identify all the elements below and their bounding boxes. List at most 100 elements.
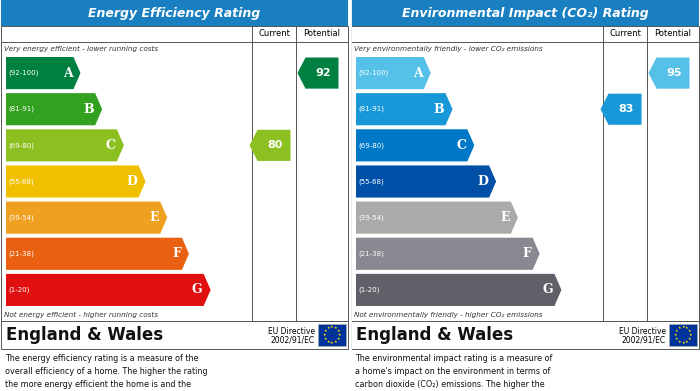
Text: (69-80): (69-80) xyxy=(8,142,34,149)
Text: D: D xyxy=(127,175,137,188)
Text: (81-91): (81-91) xyxy=(358,106,384,113)
Text: A: A xyxy=(413,66,423,80)
Polygon shape xyxy=(6,274,211,306)
Text: Not energy efficient - higher running costs: Not energy efficient - higher running co… xyxy=(4,312,158,317)
Text: Potential: Potential xyxy=(654,29,692,38)
Polygon shape xyxy=(356,274,561,306)
Text: Environmental Impact (CO₂) Rating: Environmental Impact (CO₂) Rating xyxy=(402,7,648,20)
Text: D: D xyxy=(477,175,488,188)
Text: Not environmentally friendly - higher CO₂ emissions: Not environmentally friendly - higher CO… xyxy=(354,312,542,317)
Text: F: F xyxy=(172,247,181,260)
Polygon shape xyxy=(6,93,102,125)
Text: ★: ★ xyxy=(323,329,327,333)
Bar xyxy=(1,26,348,321)
Text: B: B xyxy=(83,103,94,116)
Text: 95: 95 xyxy=(666,68,682,78)
Text: ★: ★ xyxy=(678,340,681,344)
Text: 80: 80 xyxy=(267,140,283,151)
Text: Very energy efficient - lower running costs: Very energy efficient - lower running co… xyxy=(4,45,158,52)
Polygon shape xyxy=(6,57,80,89)
Text: A: A xyxy=(63,66,73,80)
Text: ★: ★ xyxy=(323,333,326,337)
Text: The environmental impact rating is a measure of
a home's impact on the environme: The environmental impact rating is a mea… xyxy=(355,354,552,391)
Text: (39-54): (39-54) xyxy=(8,214,34,221)
Text: 2002/91/EC: 2002/91/EC xyxy=(622,335,666,344)
Text: (1-20): (1-20) xyxy=(8,287,29,293)
Text: C: C xyxy=(106,139,116,152)
Text: 83: 83 xyxy=(618,104,634,114)
Text: C: C xyxy=(456,139,466,152)
Text: G: G xyxy=(542,283,554,296)
Bar xyxy=(351,0,699,26)
Text: England & Wales: England & Wales xyxy=(6,326,163,344)
Text: ★: ★ xyxy=(681,341,685,345)
Text: ★: ★ xyxy=(337,337,340,341)
Text: ★: ★ xyxy=(689,333,692,337)
Polygon shape xyxy=(6,202,167,234)
Polygon shape xyxy=(601,93,641,125)
Polygon shape xyxy=(356,202,518,234)
Text: Current: Current xyxy=(609,29,641,38)
Text: ★: ★ xyxy=(330,341,334,345)
Text: ★: ★ xyxy=(688,337,692,341)
Text: EU Directive: EU Directive xyxy=(619,328,666,337)
Text: E: E xyxy=(150,211,159,224)
Text: 2002/91/EC: 2002/91/EC xyxy=(271,335,315,344)
Text: ★: ★ xyxy=(334,340,337,344)
Text: Very environmentally friendly - lower CO₂ emissions: Very environmentally friendly - lower CO… xyxy=(354,45,542,52)
Text: ★: ★ xyxy=(334,326,337,330)
Polygon shape xyxy=(648,57,690,89)
Text: (55-68): (55-68) xyxy=(8,178,34,185)
Polygon shape xyxy=(356,165,496,197)
Text: (92-100): (92-100) xyxy=(358,70,388,76)
Text: (69-80): (69-80) xyxy=(358,142,384,149)
Polygon shape xyxy=(249,130,290,161)
Bar xyxy=(318,324,346,346)
Text: F: F xyxy=(523,247,532,260)
Text: (39-54): (39-54) xyxy=(358,214,384,221)
Polygon shape xyxy=(356,57,430,89)
Bar xyxy=(351,321,699,349)
Text: ★: ★ xyxy=(688,329,692,333)
Text: England & Wales: England & Wales xyxy=(356,326,513,344)
Text: (21-38): (21-38) xyxy=(358,251,384,257)
Text: 92: 92 xyxy=(315,68,331,78)
Text: (55-68): (55-68) xyxy=(358,178,384,185)
Bar xyxy=(351,26,699,321)
Text: ★: ★ xyxy=(675,337,678,341)
Polygon shape xyxy=(6,129,124,161)
Text: (81-91): (81-91) xyxy=(8,106,34,113)
Text: ★: ★ xyxy=(678,326,681,330)
Text: Current: Current xyxy=(258,29,290,38)
Text: (1-20): (1-20) xyxy=(358,287,379,293)
Polygon shape xyxy=(356,238,540,270)
Text: EU Directive: EU Directive xyxy=(268,328,315,337)
Text: (21-38): (21-38) xyxy=(8,251,34,257)
Text: ★: ★ xyxy=(330,325,334,329)
Text: Energy Efficiency Rating: Energy Efficiency Rating xyxy=(88,7,260,20)
Text: ★: ★ xyxy=(326,340,330,344)
Text: Potential: Potential xyxy=(304,29,340,38)
Polygon shape xyxy=(356,93,452,125)
Text: ★: ★ xyxy=(685,326,689,330)
Text: ★: ★ xyxy=(681,325,685,329)
Polygon shape xyxy=(6,165,146,197)
Text: G: G xyxy=(192,283,202,296)
Text: E: E xyxy=(500,211,510,224)
Bar xyxy=(1,0,348,26)
Text: ★: ★ xyxy=(685,340,689,344)
Polygon shape xyxy=(6,238,189,270)
Text: ★: ★ xyxy=(675,329,678,333)
Text: B: B xyxy=(434,103,444,116)
Polygon shape xyxy=(298,57,339,89)
Text: ★: ★ xyxy=(338,333,342,337)
Text: ★: ★ xyxy=(337,329,340,333)
Polygon shape xyxy=(356,129,475,161)
Text: ★: ★ xyxy=(323,337,327,341)
Text: ★: ★ xyxy=(673,333,677,337)
Bar xyxy=(1,321,348,349)
Text: (92-100): (92-100) xyxy=(8,70,38,76)
Text: ★: ★ xyxy=(326,326,330,330)
Bar xyxy=(669,324,697,346)
Text: The energy efficiency rating is a measure of the
overall efficiency of a home. T: The energy efficiency rating is a measur… xyxy=(5,354,207,391)
